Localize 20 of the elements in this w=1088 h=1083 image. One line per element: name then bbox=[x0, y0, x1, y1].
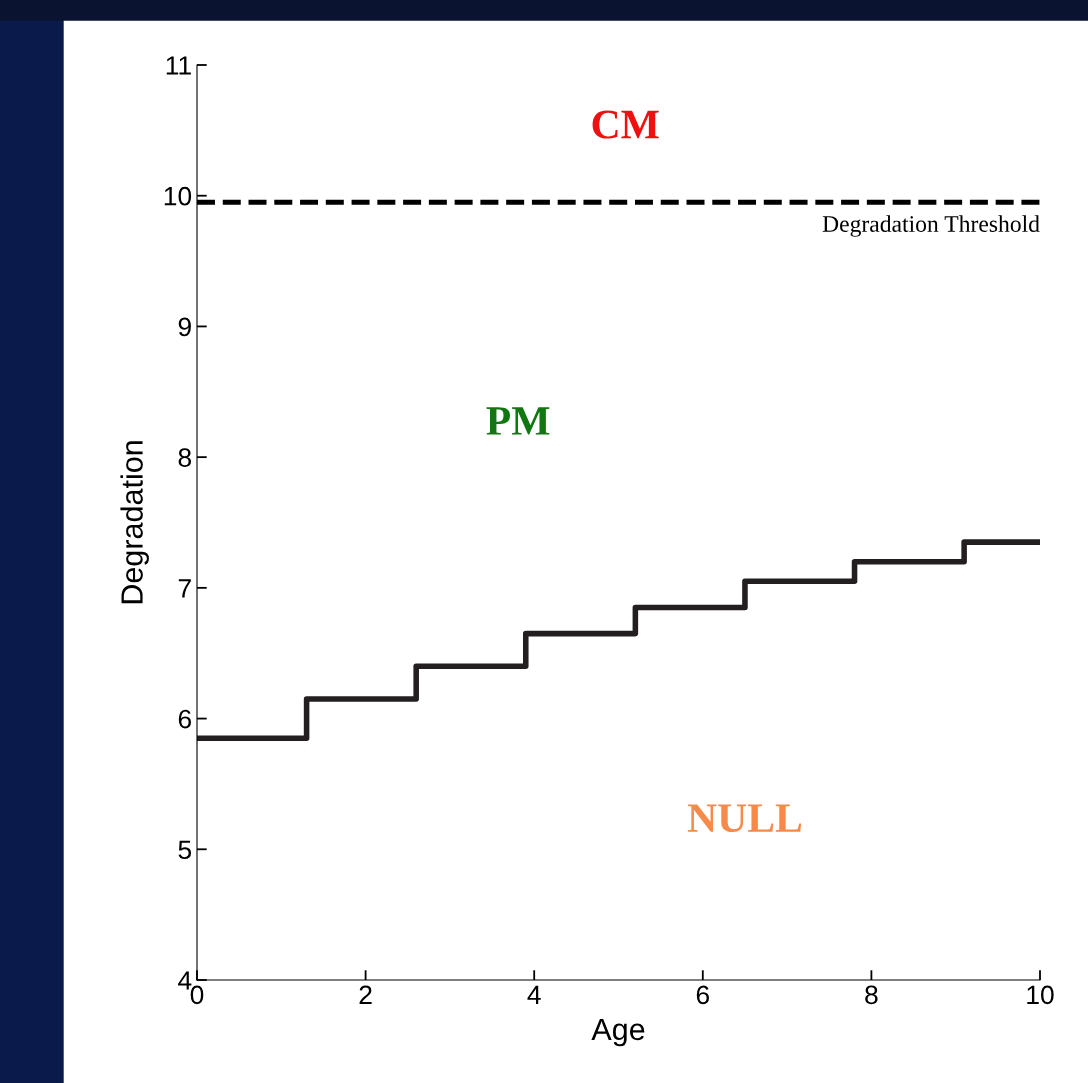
y-tick-label: 10 bbox=[164, 186, 192, 206]
annotation: NULL bbox=[687, 804, 802, 833]
y-tick-label: 5 bbox=[178, 840, 192, 860]
x-tick-label: 0 bbox=[190, 985, 204, 1005]
x-tick-label: 8 bbox=[865, 985, 878, 1005]
y-tick-label: 11 bbox=[166, 56, 191, 75]
x-tick-label: 6 bbox=[696, 985, 709, 1005]
y-tick-label: 6 bbox=[178, 709, 191, 729]
y-tick-label: 9 bbox=[178, 317, 191, 337]
ref-line-label: Degradation Threshold bbox=[822, 215, 1040, 237]
x-tick-label: 4 bbox=[527, 985, 541, 1004]
y-tick-label: 4 bbox=[178, 971, 192, 990]
x-tick-label: 10 bbox=[1027, 985, 1054, 1005]
x-axis-title: Age bbox=[591, 1018, 645, 1047]
y-tick-label: 7 bbox=[178, 579, 191, 598]
x-tick-label: 2 bbox=[359, 985, 372, 1004]
y-axis-title: Degradation bbox=[120, 441, 149, 604]
y-tick-label: 8 bbox=[178, 448, 191, 467]
annotation: CM bbox=[592, 110, 659, 139]
annotation: PM bbox=[486, 407, 550, 435]
